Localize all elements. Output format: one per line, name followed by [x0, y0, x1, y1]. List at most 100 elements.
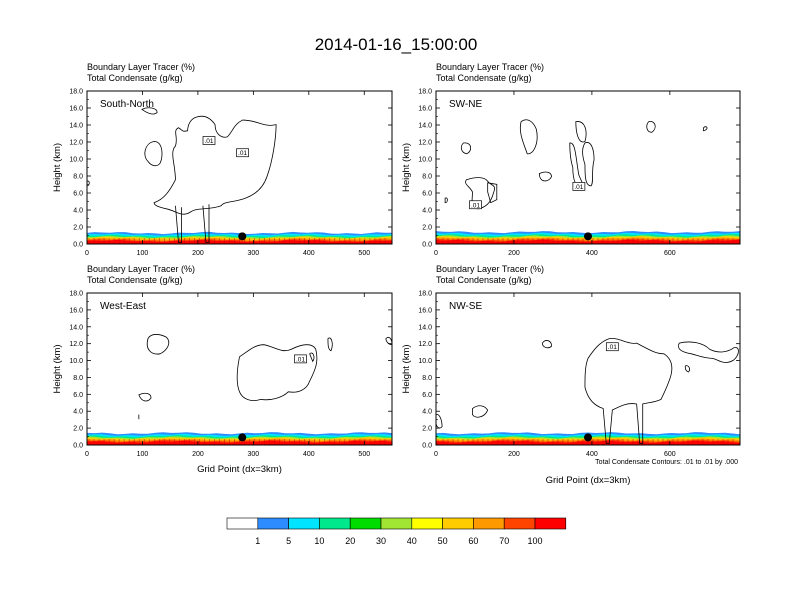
y-tick-label: 16.0 [418, 106, 432, 113]
panel-label: NW-SE [449, 301, 482, 312]
y-tick-label: 18.0 [418, 89, 432, 96]
location-marker [584, 433, 592, 442]
subtitle-tracer: Boundary Layer Tracer (%) [87, 62, 195, 72]
colorbar-label: 100 [527, 536, 542, 546]
colorbar-swatch [288, 517, 320, 530]
condensate-contour [584, 338, 673, 444]
condensate-contours: .01 [138, 334, 393, 420]
y-tick-label: 8.0 [73, 174, 83, 181]
y-tick-label: 12.0 [418, 140, 432, 147]
contour-label: .01 [608, 344, 617, 351]
contour-label-box [294, 354, 307, 364]
condensate-contour [538, 171, 552, 182]
x-tick-label: 100 [137, 250, 149, 257]
panel-label: SW-NE [449, 99, 482, 110]
condensate-contour [703, 126, 708, 132]
condensate-contour [684, 365, 690, 373]
main-title: 2014-01-16_15:00:00 [315, 35, 478, 54]
condensate-contour [678, 341, 739, 363]
contour-note: Total Condensate Contours: .01 to .01 by… [595, 459, 738, 466]
colorbar-swatch [257, 517, 289, 530]
contour-label: .01 [296, 356, 305, 363]
condensate-contour [472, 405, 489, 418]
y-tick-label: 6.0 [422, 191, 432, 198]
y-tick-label: 10.0 [69, 358, 83, 365]
y-axis-label: Height (km) [52, 344, 63, 393]
y-tick-label: 0.0 [422, 242, 432, 249]
x-tick-label: 300 [248, 250, 260, 257]
x-tick-label: 200 [508, 250, 520, 257]
panel-label: West-East [100, 301, 146, 312]
contour-label-box [469, 200, 482, 210]
y-tick-label: 10.0 [418, 358, 432, 365]
y-tick-label: 12.0 [69, 140, 83, 147]
y-axis-label: Height (km) [52, 143, 63, 192]
colorbar-label: 20 [345, 536, 355, 546]
condensate-contour [646, 121, 656, 133]
y-tick-label: 6.0 [73, 191, 83, 198]
condensate-contour [575, 121, 587, 143]
panel-nw-se: Boundary Layer Tracer (%)Total Condensat… [401, 264, 741, 486]
colorbar-swatch [380, 517, 413, 530]
y-tick-label: 2.0 [73, 426, 83, 433]
location-marker [238, 433, 247, 442]
panel-label: South-North [100, 99, 154, 110]
colorbar-swatch [411, 517, 443, 530]
colorbar-label: 40 [407, 536, 417, 546]
condensate-contours: .01 .01 [86, 107, 277, 243]
colorbar-label: 70 [499, 536, 509, 546]
colorbar-label: 30 [376, 536, 386, 546]
y-tick-label: 18.0 [418, 291, 432, 298]
y-axis-label: Height (km) [401, 143, 412, 192]
plot-area [87, 293, 392, 445]
contour-label: .01 [204, 138, 213, 145]
x-tick-label: 600 [664, 451, 676, 458]
y-tick-label: 10.0 [418, 157, 432, 164]
y-tick-label: 16.0 [69, 106, 83, 113]
condensate-contour [327, 337, 333, 352]
condensate-contour [465, 177, 495, 210]
x-tick-label: 300 [248, 451, 260, 458]
y-tick-label: 16.0 [69, 307, 83, 314]
panel-sw-ne: Boundary Layer Tracer (%)Total Condensat… [401, 62, 741, 257]
subtitle-tracer: Boundary Layer Tracer (%) [436, 62, 544, 72]
y-tick-label: 8.0 [422, 375, 432, 382]
y-tick-label: 2.0 [422, 225, 432, 232]
subtitle-condensate: Total Condensate (g/kg) [87, 73, 183, 83]
colorbar-swatch [534, 517, 567, 530]
y-tick-label: 0.0 [422, 443, 432, 450]
tracer-bands [87, 432, 392, 445]
x-tick-label: 0 [434, 250, 438, 257]
colorbar-label: 5 [286, 536, 291, 546]
y-tick-label: 8.0 [422, 174, 432, 181]
contour-label: .01 [238, 150, 247, 157]
colorbar-swatch [473, 517, 505, 530]
subtitle-tracer: Boundary Layer Tracer (%) [436, 264, 544, 274]
x-tick-label: 0 [85, 250, 89, 257]
colorbar-swatch [349, 517, 382, 530]
y-tick-label: 0.0 [73, 443, 83, 450]
y-tick-label: 4.0 [73, 208, 83, 215]
y-axis-label: Height (km) [401, 344, 412, 393]
contour-label: .01 [574, 184, 583, 191]
x-tick-label: 200 [192, 250, 204, 257]
y-tick-label: 14.0 [418, 123, 432, 130]
colorbar: 1 5 10 20 30 40 50 60 70 100 [226, 517, 567, 546]
colorbar-label: 10 [314, 536, 324, 546]
subtitle-condensate: Total Condensate (g/kg) [436, 275, 532, 285]
y-tick-label: 12.0 [69, 341, 83, 348]
x-axis-label: Grid Point (dx=3km) [546, 475, 631, 486]
contour-label: .01 [471, 202, 480, 209]
y-tick-label: 18.0 [69, 89, 83, 96]
x-tick-label: 400 [586, 451, 598, 458]
x-tick-label: 400 [303, 451, 315, 458]
y-tick-label: 14.0 [69, 324, 83, 331]
x-tick-label: 100 [137, 451, 149, 458]
colorbar-label: 50 [438, 536, 448, 546]
subtitle-condensate: Total Condensate (g/kg) [87, 275, 183, 285]
x-tick-label: 200 [508, 451, 520, 458]
y-tick-label: 2.0 [422, 426, 432, 433]
condensate-contour [153, 115, 277, 215]
location-marker [238, 232, 247, 241]
